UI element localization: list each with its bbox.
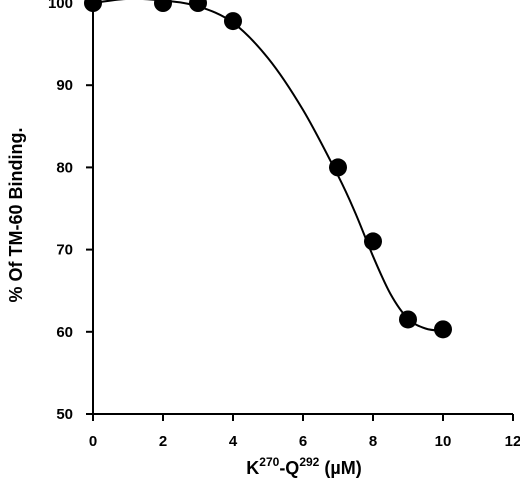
y-tick-label: 80 <box>56 159 73 176</box>
data-points-layer <box>84 0 452 339</box>
x-axis-title-unit: (µM) <box>319 458 361 478</box>
x-axis-title-mid: -Q <box>279 458 299 478</box>
data-point <box>224 12 242 31</box>
fit-curve <box>92 0 444 332</box>
axes <box>92 3 513 415</box>
y-tick-label: 90 <box>56 77 73 94</box>
x-tick-label: 0 <box>89 433 97 450</box>
fit-curve-layer <box>92 0 444 332</box>
x-tick-label: 12 <box>505 433 520 450</box>
x-tick-label: 2 <box>159 433 167 450</box>
x-axis-title: K270-Q292 (µM) <box>246 455 361 478</box>
data-point <box>84 0 102 12</box>
data-point <box>364 232 382 251</box>
y-tick-label: 100 <box>48 0 73 12</box>
x-tick-label: 8 <box>369 433 377 450</box>
y-axis-title: % Of TM-60 Binding. <box>6 128 26 303</box>
x-axis-title-sup1: 270 <box>259 455 279 469</box>
x-axis-title-sup2: 292 <box>299 455 319 469</box>
y-tick-label: 50 <box>56 406 73 423</box>
data-point <box>154 0 172 12</box>
x-tick-label: 10 <box>435 433 452 450</box>
y-tick-label: 70 <box>56 242 73 259</box>
data-point <box>434 320 452 339</box>
x-axis-title-main: K <box>246 458 259 478</box>
x-tick-label: 6 <box>299 433 307 450</box>
y-tick-label: 60 <box>56 324 73 341</box>
tick-layer: 0 2 4 6 8 10 12 50 60 70 80 90 100 <box>48 0 520 450</box>
data-point <box>329 158 347 177</box>
x-tick-label: 4 <box>229 433 238 450</box>
data-point <box>399 310 417 329</box>
data-point <box>189 0 207 12</box>
